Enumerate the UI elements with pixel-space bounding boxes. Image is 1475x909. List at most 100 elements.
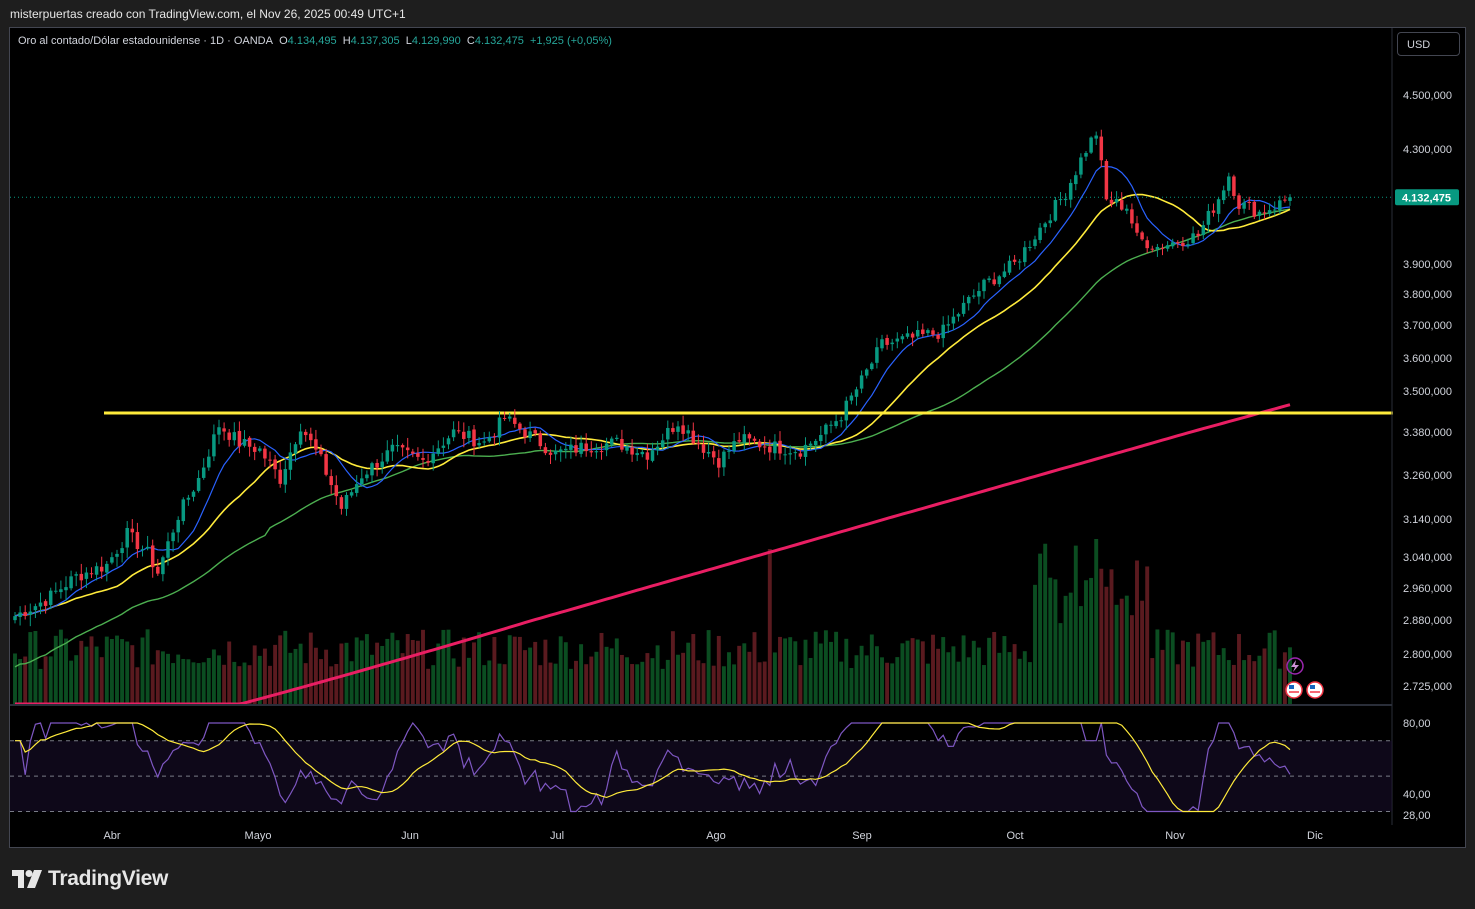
candle-body — [237, 430, 242, 447]
volume-bar — [823, 630, 828, 704]
candles[interactable] — [13, 129, 1292, 627]
event-icons[interactable] — [1285, 657, 1324, 699]
volume-bar — [415, 640, 420, 704]
candle-body — [630, 447, 634, 455]
volume-bar — [788, 637, 793, 704]
lightning-bolt-icon — [1291, 660, 1299, 672]
price-axis[interactable]: 4.500,000 4.300,000 3.900,000 3.800,000 3.70… — [1403, 90, 1452, 693]
volume-bar — [308, 632, 313, 704]
volume-bar — [431, 665, 436, 704]
candle-body — [849, 395, 854, 401]
volume-bar — [1043, 543, 1048, 704]
volume-bar — [655, 645, 660, 704]
candle-body — [487, 437, 492, 442]
volume-bar — [278, 635, 283, 704]
volume-bar — [472, 642, 476, 704]
candle-body — [701, 444, 706, 453]
volume-bar — [247, 665, 252, 704]
candle-body — [283, 469, 288, 485]
volume-bar — [599, 632, 604, 704]
candle-body — [273, 459, 277, 470]
candle-body — [635, 453, 639, 456]
volume-bar — [18, 659, 23, 704]
candle-body — [768, 446, 772, 453]
candle-body — [467, 430, 471, 438]
candle-body — [548, 452, 553, 455]
candle-body — [589, 451, 594, 453]
candle-body — [1272, 209, 1277, 211]
rsi-pane[interactable]: 80,00 40,00 28,00 — [10, 718, 1431, 822]
volume-bar — [1201, 641, 1206, 704]
volume-bar — [1242, 660, 1247, 704]
volume-bar — [507, 635, 512, 704]
volume-bar — [1257, 655, 1262, 704]
volume-bar — [1180, 640, 1185, 704]
candle-body — [1181, 242, 1185, 247]
currency-button[interactable]: USD — [1397, 32, 1460, 56]
time-axis[interactable]: Abr Mayo Jun Jul Ago Sep Oct Nov Dic — [103, 830, 1323, 842]
volume-bar — [910, 638, 915, 704]
volume-bar — [757, 662, 762, 704]
candle-body — [222, 428, 226, 432]
volume-bar — [288, 652, 293, 704]
candle-body — [380, 461, 384, 468]
candle-body — [803, 444, 808, 457]
candle-body — [38, 602, 43, 607]
candle-body — [645, 452, 650, 460]
volume-bar — [43, 656, 48, 704]
candle-body — [717, 458, 721, 468]
candle-body — [1170, 242, 1175, 247]
candle-body — [1028, 246, 1032, 248]
volume-bar — [1247, 654, 1252, 704]
candle-body — [436, 448, 441, 454]
volume-bar — [1129, 615, 1134, 704]
volume-bar — [273, 644, 278, 704]
candle-body — [604, 443, 609, 451]
us-flag-icon[interactable] — [1285, 681, 1303, 699]
candle-body — [375, 462, 379, 468]
candle-body — [778, 440, 782, 454]
volume-bar — [421, 629, 425, 704]
candle-body — [426, 461, 430, 463]
candle-body — [94, 566, 99, 575]
volume-bar — [58, 629, 63, 704]
us-flag-canton-icon — [1289, 685, 1294, 689]
volume-bar — [1104, 586, 1109, 704]
candle-body — [640, 451, 645, 455]
volume-bar — [604, 646, 609, 704]
volume-bar — [227, 641, 232, 704]
volume-bar — [1196, 633, 1201, 704]
last-price-badge-bg — [1395, 189, 1459, 206]
candle-body — [18, 612, 22, 617]
volume-bar — [283, 630, 288, 704]
volume-bar — [1084, 580, 1088, 704]
volume-bar — [232, 661, 237, 704]
candle-body — [523, 429, 527, 438]
candle-body — [385, 450, 390, 462]
volume-bar — [324, 649, 329, 704]
volume-bar — [171, 663, 176, 704]
lightning-icon[interactable] — [1286, 657, 1304, 675]
candle-body — [232, 432, 237, 441]
volume-bar — [89, 636, 94, 704]
volume-bar — [696, 660, 701, 704]
candle-body — [477, 442, 481, 446]
candle-body — [1079, 157, 1083, 175]
volume-bar — [752, 632, 757, 704]
candle-body — [686, 430, 690, 434]
candle-body — [910, 333, 915, 338]
price-axis-label: 2.800,000 — [1403, 649, 1452, 661]
candle-body — [793, 452, 798, 454]
candle-body — [309, 433, 313, 441]
candle-body — [1094, 135, 1098, 139]
volume-bar — [390, 632, 395, 704]
tradingview-logo[interactable]: TradingView — [12, 867, 168, 891]
us-flag-icon[interactable] — [1306, 681, 1324, 699]
volume-bar — [997, 652, 1002, 704]
candle-body — [1089, 137, 1093, 153]
chart-frame[interactable] — [9, 27, 1466, 848]
price-axis-label: 2.725,000 — [1403, 681, 1452, 693]
candle-body — [660, 440, 665, 448]
candle-body — [370, 463, 374, 476]
